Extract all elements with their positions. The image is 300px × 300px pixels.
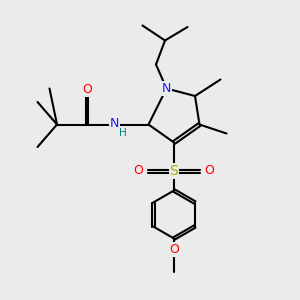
Text: O: O [82,83,92,96]
Text: O: O [169,243,179,256]
Text: O: O [134,164,143,178]
Text: N: N [162,82,171,95]
Text: S: S [169,164,178,178]
Text: H: H [118,128,126,138]
Text: N: N [110,116,119,130]
Text: O: O [205,164,214,178]
